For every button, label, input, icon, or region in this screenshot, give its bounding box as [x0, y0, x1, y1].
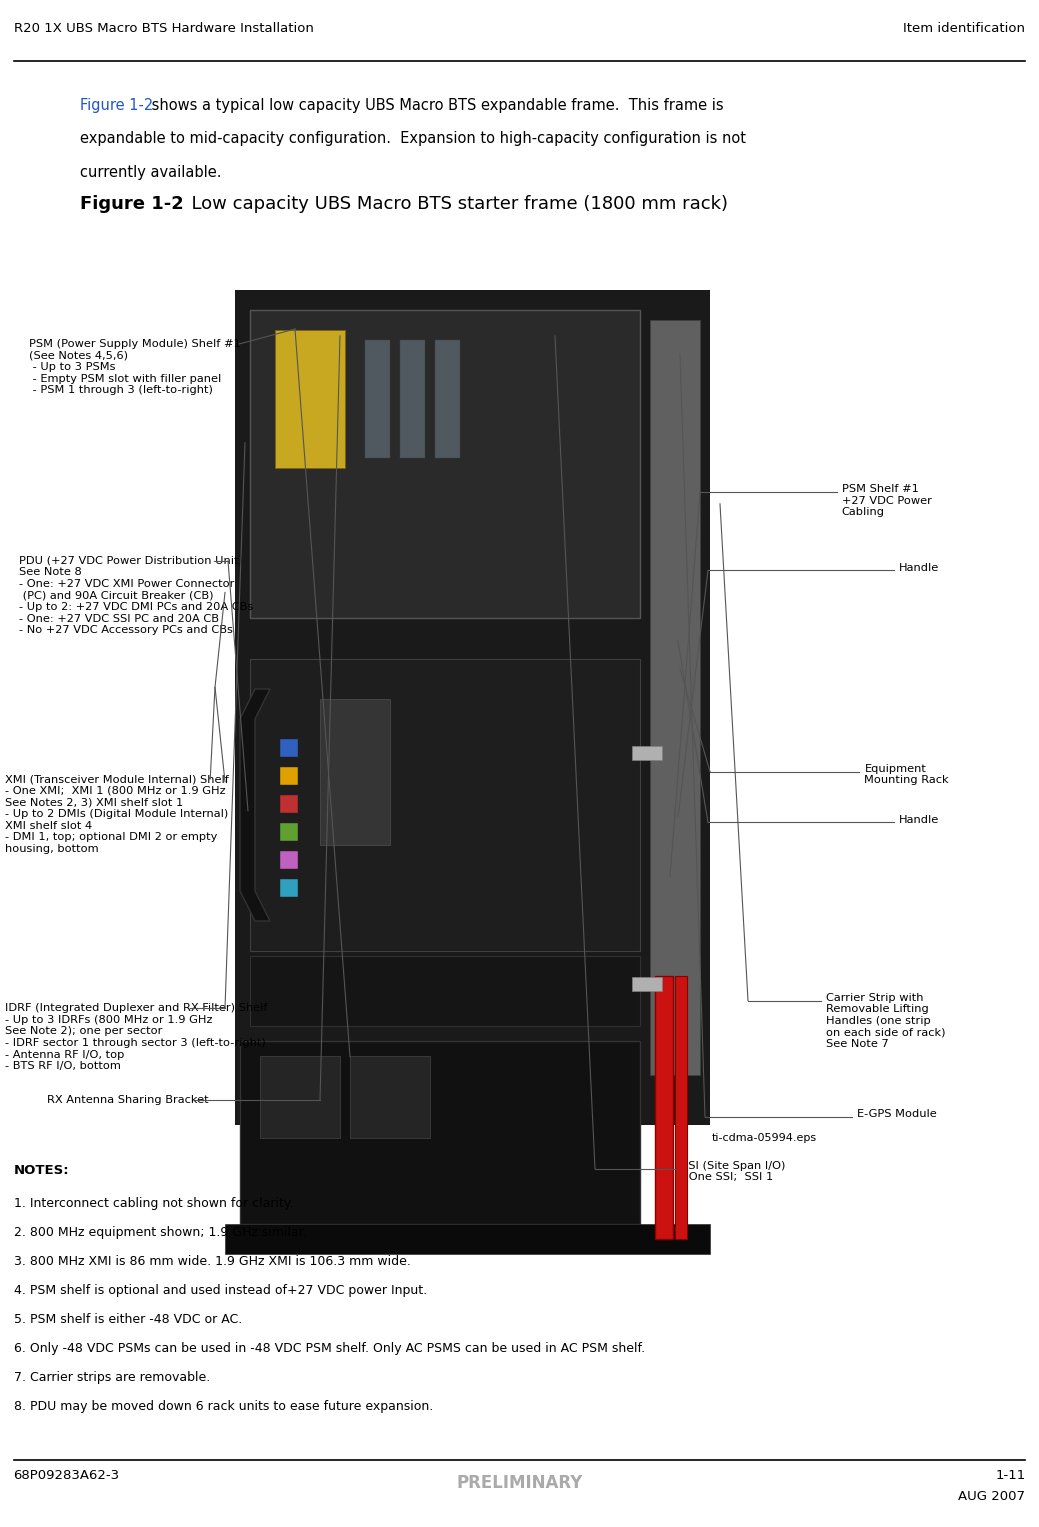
Text: RX Antenna Sharing Bracket: RX Antenna Sharing Bracket — [47, 1095, 209, 1106]
Bar — [365, 341, 390, 458]
Text: 68P09283A62-3: 68P09283A62-3 — [14, 1469, 119, 1483]
Bar — [250, 310, 640, 618]
Bar — [320, 699, 390, 844]
Text: 3. 800 MHz XMI is 86 mm wide. 1.9 GHz XMI is 106.3 mm wide.: 3. 800 MHz XMI is 86 mm wide. 1.9 GHz XM… — [14, 1255, 410, 1269]
Bar — [632, 747, 662, 760]
Text: IDRF (Integrated Duplexer and RX Filter) Shelf
- Up to 3 IDRFs (800 MHz or 1.9 G: IDRF (Integrated Duplexer and RX Filter)… — [5, 1003, 268, 1072]
Text: expandable to mid-capacity configuration.  Expansion to high-capacity configurat: expandable to mid-capacity configuration… — [80, 131, 746, 147]
Text: Low capacity UBS Macro BTS starter frame (1800 mm rack): Low capacity UBS Macro BTS starter frame… — [180, 195, 728, 214]
Bar — [655, 976, 673, 1238]
Bar — [279, 880, 298, 896]
Text: 7. Carrier strips are removable.: 7. Carrier strips are removable. — [14, 1371, 210, 1385]
Text: 1. Interconnect cabling not shown for clarity.: 1. Interconnect cabling not shown for cl… — [14, 1197, 293, 1211]
Text: Handle: Handle — [899, 815, 939, 826]
Text: AUG 2007: AUG 2007 — [959, 1490, 1025, 1504]
Text: E-GPS Module: E-GPS Module — [857, 1109, 937, 1119]
Text: XMI (Transceiver Module Internal) Shelf
- One XMI;  XMI 1 (800 MHz or 1.9 GHz
Se: XMI (Transceiver Module Internal) Shelf … — [5, 774, 229, 854]
Polygon shape — [240, 689, 270, 921]
Bar — [279, 767, 298, 785]
Text: NOTES:: NOTES: — [14, 1164, 70, 1177]
Text: Item identification: Item identification — [904, 21, 1025, 35]
Text: R20 1X UBS Macro BTS Hardware Installation: R20 1X UBS Macro BTS Hardware Installati… — [14, 21, 314, 35]
Bar — [250, 660, 640, 951]
Text: 1-11: 1-11 — [995, 1469, 1025, 1483]
Text: PDU (+27 VDC Power Distribution Unit)
See Note 8
- One: +27 VDC XMI Power Connec: PDU (+27 VDC Power Distribution Unit) Se… — [19, 556, 252, 635]
Bar — [279, 823, 298, 841]
Text: 8. PDU may be moved down 6 rack units to ease future expansion.: 8. PDU may be moved down 6 rack units to… — [14, 1400, 433, 1414]
Bar — [279, 851, 298, 869]
Text: Figure 1-2: Figure 1-2 — [80, 195, 184, 214]
Text: Handle: Handle — [899, 563, 939, 574]
Text: 6. Only -48 VDC PSMs can be used in -48 VDC PSM shelf. Only AC PSMS can be used : 6. Only -48 VDC PSMs can be used in -48 … — [14, 1342, 644, 1356]
Bar — [275, 330, 345, 467]
Text: 5. PSM shelf is either -48 VDC or AC.: 5. PSM shelf is either -48 VDC or AC. — [14, 1313, 242, 1327]
Bar — [650, 321, 700, 1075]
Text: Equipment
Mounting Rack: Equipment Mounting Rack — [864, 764, 949, 785]
Text: currently available.: currently available. — [80, 165, 221, 180]
Bar — [435, 341, 460, 458]
Bar — [279, 739, 298, 757]
Bar — [675, 976, 687, 1238]
Bar — [240, 1041, 640, 1225]
Text: 4. PSM shelf is optional and used instead of+27 VDC power Input.: 4. PSM shelf is optional and used instea… — [14, 1284, 427, 1298]
Bar — [235, 290, 710, 1125]
Text: 2. 800 MHz equipment shown; 1.9 GHz similar.: 2. 800 MHz equipment shown; 1.9 GHz simi… — [14, 1226, 307, 1240]
Text: shows a typical low capacity UBS Macro BTS expandable frame.  This frame is: shows a typical low capacity UBS Macro B… — [146, 98, 723, 113]
Bar — [225, 1225, 710, 1254]
Bar — [260, 1057, 340, 1138]
Text: ti-cdma-05994.eps: ti-cdma-05994.eps — [712, 1133, 817, 1144]
Bar — [632, 977, 662, 991]
Bar — [350, 1057, 430, 1138]
Bar — [250, 956, 640, 1026]
Text: PRELIMINARY: PRELIMINARY — [456, 1474, 583, 1492]
Text: PSM (Power Supply Module) Shelf #1
(See Notes 4,5,6)
 - Up to 3 PSMs
 - Empty PS: PSM (Power Supply Module) Shelf #1 (See … — [29, 339, 241, 395]
Text: Carrier Strip with
Removable Lifting
Handles (one strip
on each side of rack)
Se: Carrier Strip with Removable Lifting Han… — [826, 993, 945, 1049]
Bar — [279, 796, 298, 812]
Text: Figure 1-2: Figure 1-2 — [80, 98, 154, 113]
Text: PSM Shelf #1
+27 VDC Power
Cabling: PSM Shelf #1 +27 VDC Power Cabling — [842, 484, 932, 518]
Bar — [400, 341, 425, 458]
Text: SSI (Site Span I/O)
- One SSI;  SSI 1: SSI (Site Span I/O) - One SSI; SSI 1 — [681, 1161, 784, 1182]
